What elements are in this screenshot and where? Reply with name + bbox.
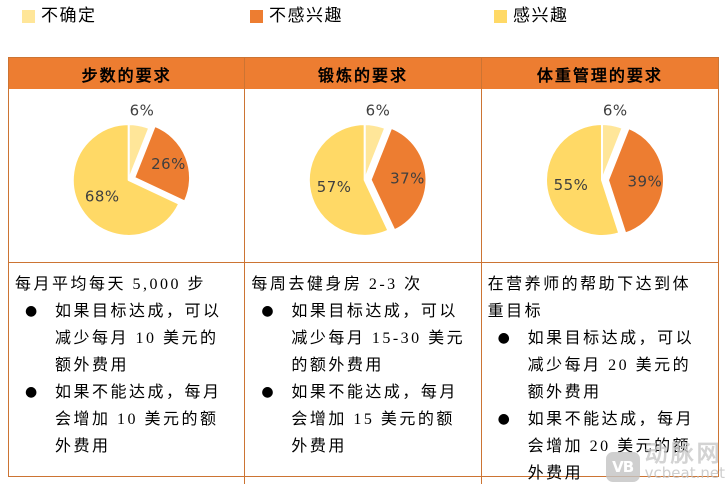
- bullet-icon: ●: [497, 330, 510, 346]
- bullet-icon: ●: [25, 303, 38, 319]
- pie-chart-steps: 6% 26% 68%: [71, 101, 192, 237]
- table-header-row: 步数的要求 锻炼的要求 体重管理的要求: [9, 58, 718, 89]
- legend-item-interested: 感兴趣: [494, 6, 569, 26]
- program-goal-exercise: 每周去健身房 2-3 次: [251, 276, 423, 293]
- bullet-icon: ●: [261, 384, 274, 400]
- legend-swatch-uncertain: [22, 9, 35, 23]
- bullet-icon: ●: [25, 384, 38, 400]
- legend-item-not-interested: 不感兴趣: [250, 6, 343, 26]
- pie-slice-感兴趣: [544, 122, 621, 237]
- pie-cell-exercise: 6% 37% 57%: [245, 89, 482, 263]
- pie-slice-不感兴趣: [606, 126, 665, 234]
- column-header-steps: 步数的要求: [9, 58, 246, 89]
- rule-text: 如果目标达成，可以减少每月 15-30 美元的额外费用: [291, 303, 466, 374]
- pie-cell-weight: 6% 39% 55%: [481, 89, 718, 263]
- description-steps: 每月平均每天 5,000 步 ● 如果目标达成，可以减少每月 10 美元的额外费…: [9, 263, 246, 484]
- bullet-icon: ●: [497, 411, 510, 427]
- list-item: ● 如果不能达成，每月会增加 15 美元的额外费用: [261, 379, 470, 460]
- pie-data-label: 6%: [603, 101, 628, 119]
- program-goal-steps: 每月平均每天 5,000 步: [15, 276, 207, 293]
- rule-text: 如果目标达成，可以减少每月 10 美元的额外费用: [55, 303, 222, 374]
- rule-text: 如果不能达成，每月会增加 20 美元的额外费用: [527, 411, 695, 482]
- list-item: ● 如果不能达成，每月会增加 10 美元的额外费用: [25, 379, 234, 460]
- pie-data-label: 26%: [151, 155, 186, 173]
- pie-data-label: 68%: [85, 187, 120, 205]
- table-body: 6% 26% 68% 6% 37% 57% 6% 39% 55% 每月平均每天 5,000 …: [9, 89, 718, 484]
- pie-data-label: 6%: [130, 101, 155, 119]
- pie-data-label: 57%: [317, 177, 352, 195]
- pie-chart-exercise: 6% 37% 57%: [308, 101, 428, 237]
- description-weight: 在营养师的帮助下达到体重目标 ● 如果目标达成，可以减少每月 20 美元的额外费…: [482, 263, 718, 484]
- legend-label-interested: 感兴趣: [513, 6, 569, 25]
- rules-list-weight: ● 如果目标达成，可以减少每月 20 美元的额外费用 ● 如果不能达成，每月会增…: [488, 325, 708, 484]
- description-exercise: 每周去健身房 2-3 次 ● 如果目标达成，可以减少每月 15-30 美元的额外…: [245, 263, 482, 484]
- program-goal-weight: 在营养师的帮助下达到体重目标: [487, 276, 692, 320]
- legend-item-uncertain: 不确定: [22, 6, 97, 26]
- pie-slice-感兴趣: [308, 122, 390, 237]
- pie-slice-不感兴趣: [133, 124, 192, 203]
- rule-text: 如果不能达成，每月会增加 10 美元的额外费用: [55, 384, 222, 455]
- column-header-weight: 体重管理的要求: [536, 67, 663, 85]
- pie-slice-感兴趣: [71, 122, 181, 237]
- pie-chart-weight: 6% 39% 55%: [544, 101, 665, 237]
- pie-data-label: 37%: [390, 169, 425, 187]
- pie-slice-不感兴趣: [369, 126, 428, 231]
- legend-swatch-not-interested: [250, 9, 263, 23]
- rule-text: 如果目标达成，可以减少每月 20 美元的额外费用: [527, 330, 695, 401]
- list-item: ● 如果目标达成，可以减少每月 10 美元的额外费用: [25, 298, 234, 379]
- legend: 不确定 不感兴趣 感兴趣: [0, 6, 727, 36]
- pie-data-label: 39%: [627, 172, 662, 190]
- list-item: ● 如果目标达成，可以减少每月 20 美元的额外费用: [498, 325, 708, 406]
- pie-data-label: 55%: [553, 175, 588, 193]
- pie-data-label: 6%: [366, 101, 391, 119]
- list-item: ● 如果不能达成，每月会增加 20 美元的额外费用: [498, 406, 708, 484]
- legend-swatch-interested: [494, 9, 507, 23]
- comparison-table: 步数的要求 锻炼的要求 体重管理的要求 6% 26% 68% 6% 37% 57% 6%…: [8, 57, 719, 484]
- bullet-icon: ●: [261, 303, 274, 319]
- column-header-exercise: 锻炼的要求: [245, 58, 482, 89]
- rules-list-exercise: ● 如果目标达成，可以减少每月 15-30 美元的额外费用 ● 如果不能达成，每…: [251, 298, 470, 460]
- rules-list-steps: ● 如果目标达成，可以减少每月 10 美元的额外费用 ● 如果不能达成，每月会增…: [15, 298, 234, 460]
- list-item: ● 如果目标达成，可以减少每月 15-30 美元的额外费用: [261, 298, 470, 379]
- rule-text: 如果不能达成，每月会增加 15 美元的额外费用: [291, 384, 458, 455]
- pie-cell-steps: 6% 26% 68%: [9, 89, 246, 263]
- legend-label-uncertain: 不确定: [41, 6, 97, 25]
- legend-label-not-interested: 不感兴趣: [269, 6, 343, 25]
